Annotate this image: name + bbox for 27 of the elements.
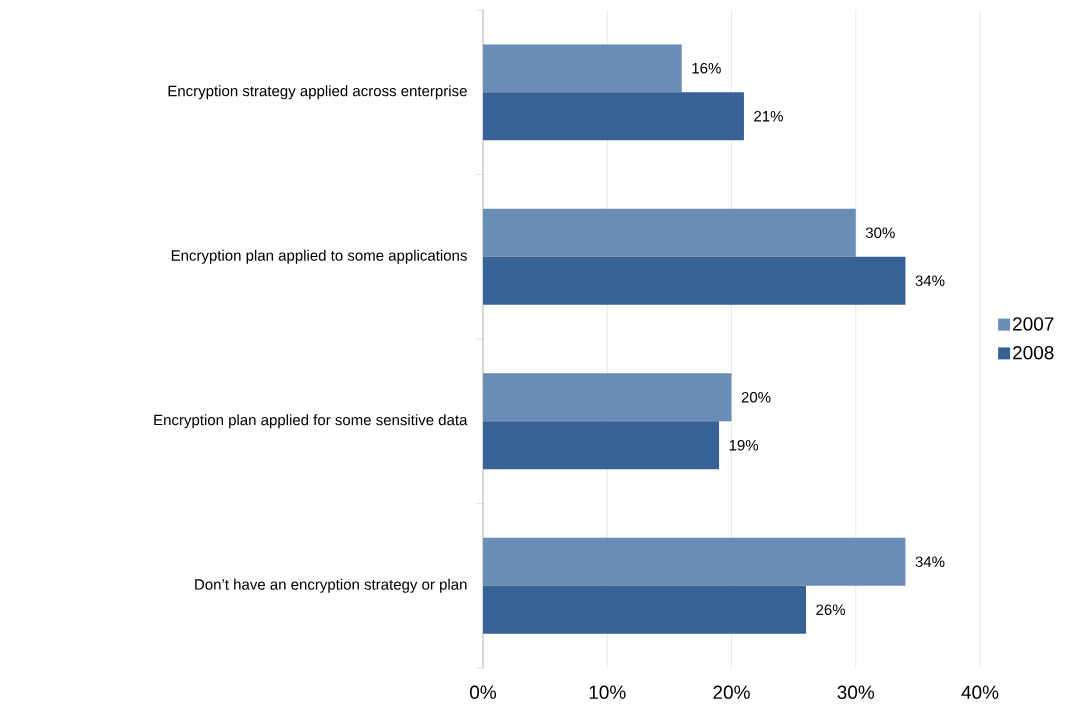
bar <box>483 421 720 470</box>
data-label: 26% <box>816 604 846 616</box>
x-tick-label: 40% <box>961 685 999 699</box>
x-tick-label: 0% <box>470 685 497 699</box>
data-label: 20% <box>741 391 771 403</box>
data-label: 30% <box>865 227 895 239</box>
x-tick-label: 30% <box>837 685 875 699</box>
data-label: 19% <box>729 439 759 451</box>
y-tick-label: Encryption strategy applied across enterprise <box>168 85 467 100</box>
x-tick-label: 10% <box>589 685 626 699</box>
bar <box>483 373 732 422</box>
legend-label: 2008 <box>1013 346 1054 360</box>
data-label: 34% <box>915 556 945 568</box>
bar <box>483 92 744 141</box>
data-label: 16% <box>692 62 721 74</box>
x-tick-label: 20% <box>713 685 750 699</box>
y-tick-label: Don’t have an encryption strategy or plan <box>195 578 467 593</box>
y-tick-label: Encryption plan applied to some applications <box>171 249 467 264</box>
bar <box>483 44 682 93</box>
y-tick-label: Encryption plan applied for some sensitive data <box>154 414 468 429</box>
data-label: 21% <box>754 110 783 122</box>
bar <box>483 537 906 586</box>
bar <box>483 208 856 257</box>
bar <box>483 256 906 305</box>
bar <box>483 585 807 634</box>
data-label: 34% <box>915 275 945 287</box>
legend-label: 2007 <box>1013 317 1054 331</box>
